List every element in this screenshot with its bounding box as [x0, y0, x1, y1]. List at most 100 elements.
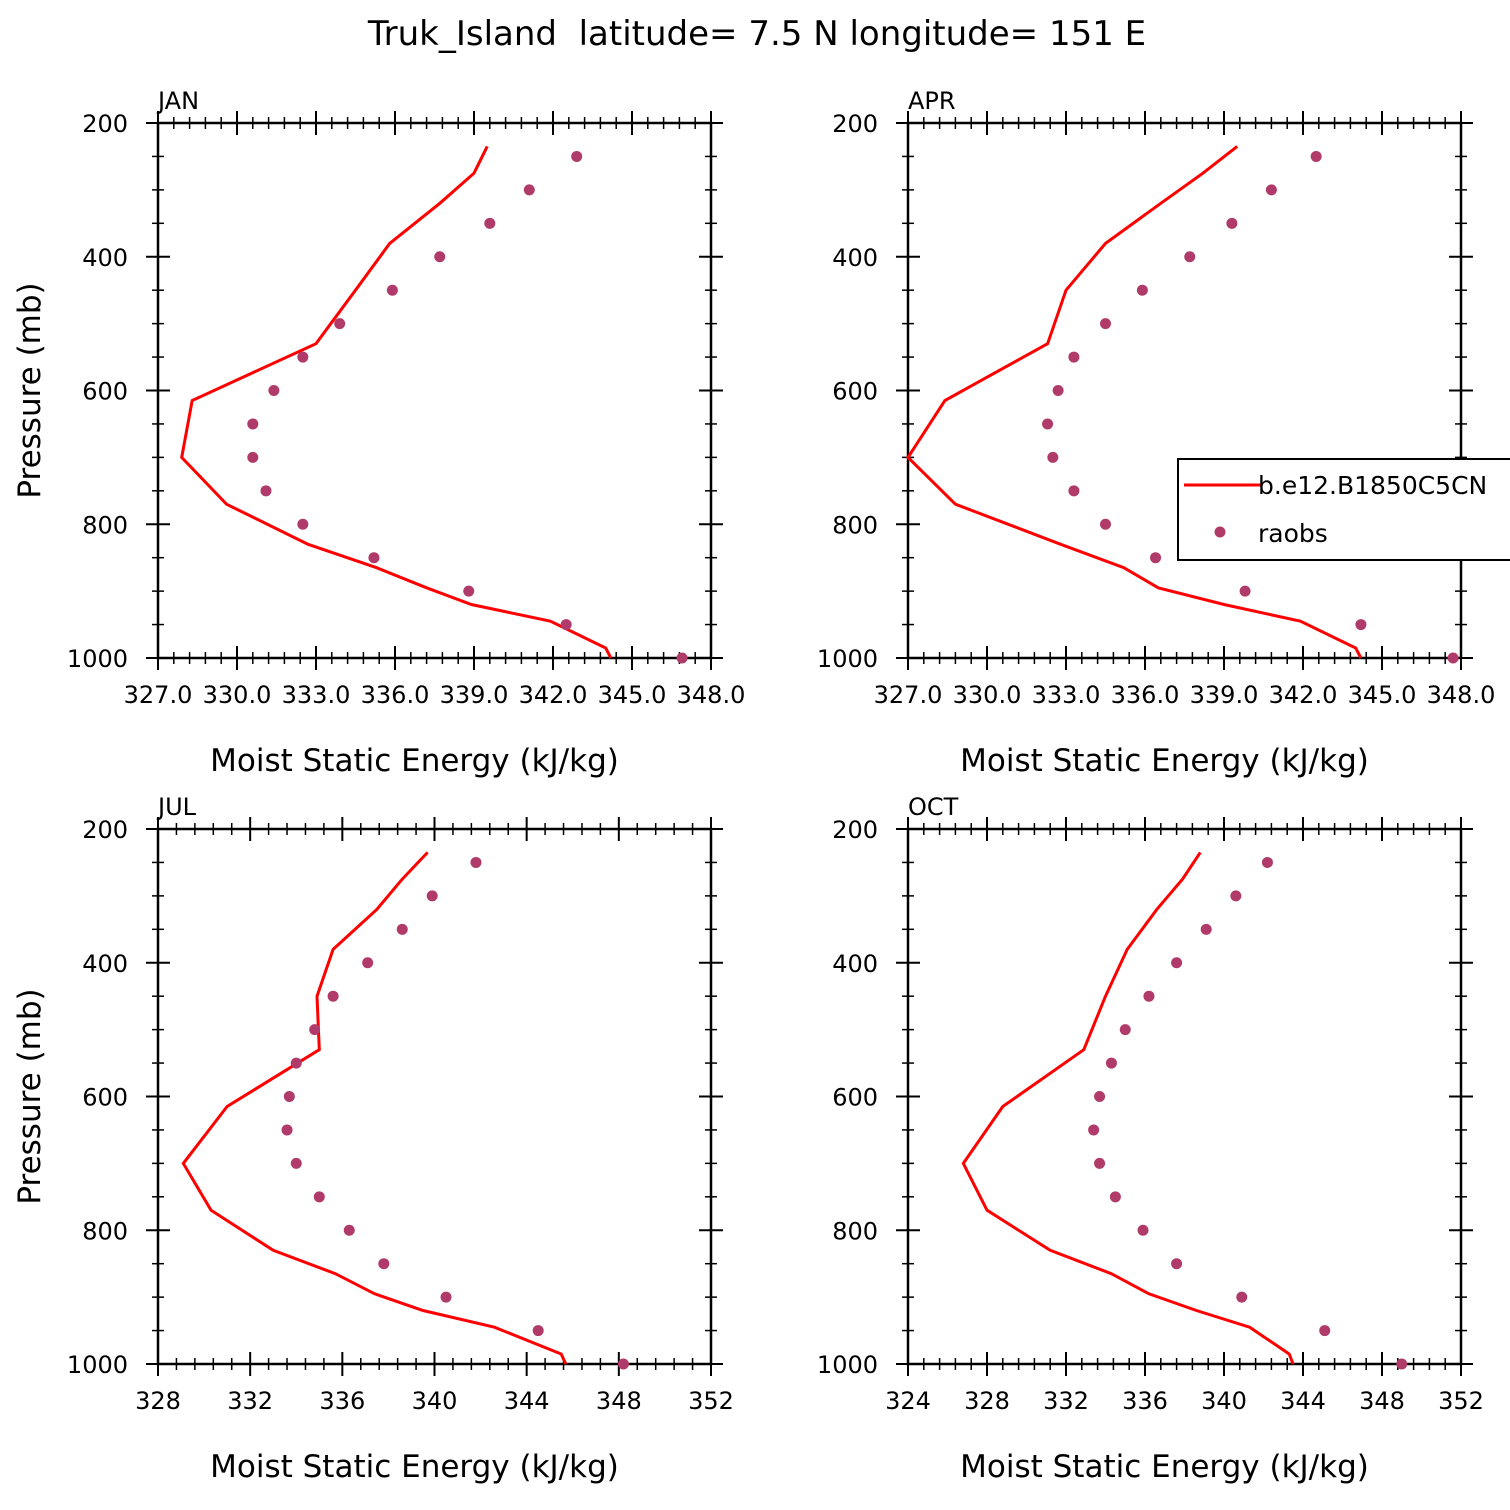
raobs-point	[260, 485, 272, 497]
raobs-point	[281, 1124, 293, 1136]
raobs-point	[1052, 385, 1064, 396]
raobs-point	[676, 652, 688, 664]
y-tick-label: 1000	[817, 645, 878, 673]
raobs-point	[396, 923, 408, 935]
x-tick-label: 333.0	[1032, 681, 1101, 709]
x-tick-label: 344	[504, 1387, 550, 1415]
raobs-point	[1119, 1024, 1131, 1036]
x-tick-label: 330.0	[953, 681, 1022, 709]
raobs-point	[368, 552, 380, 564]
raobs-point	[1047, 451, 1059, 463]
raobs-point	[1105, 1057, 1117, 1069]
x-tick-label: 340	[412, 1387, 458, 1415]
raobs-point	[1088, 1124, 1100, 1136]
raobs-point	[1136, 284, 1148, 296]
y-tick-label: 400	[82, 244, 128, 272]
x-tick-label: 342.0	[519, 681, 588, 709]
raobs-point	[426, 890, 438, 902]
raobs-point	[297, 351, 309, 363]
raobs-point	[313, 1191, 325, 1203]
y-tick-label: 1000	[817, 1351, 878, 1379]
y-tick-label: 800	[832, 511, 878, 539]
x-tick-label: 336	[1122, 1387, 1168, 1415]
y-tick-label: 800	[82, 1217, 128, 1245]
raobs-point	[297, 518, 309, 530]
y-tick-label: 1000	[67, 1351, 128, 1379]
raobs-point	[1068, 485, 1080, 497]
y-tick-label: 400	[832, 244, 878, 272]
x-tick-label: 339.0	[1190, 681, 1259, 709]
x-tick-label: 342.0	[1269, 681, 1338, 709]
raobs-point	[1094, 1157, 1106, 1169]
y-tick-label: 200	[82, 816, 128, 844]
raobs-point	[1137, 1224, 1149, 1236]
y-tick-label: 200	[832, 110, 878, 138]
x-tick-label: 332	[227, 1387, 273, 1415]
x-tick-label: 327.0	[874, 681, 943, 709]
raobs-point	[1100, 318, 1111, 330]
model-series-line	[180, 145, 613, 659]
raobs-point	[617, 1358, 629, 1370]
y-axis-label: Pressure (mb)	[12, 988, 48, 1204]
x-axis-label: Moist Static Energy (kJ/kg)	[210, 1449, 619, 1485]
raobs-point	[523, 184, 535, 196]
y-tick-label: 600	[832, 378, 878, 406]
raobs-point	[1265, 184, 1277, 196]
raobs-point	[1319, 1325, 1331, 1337]
y-tick-label: 600	[82, 1084, 128, 1112]
raobs-point	[362, 957, 374, 969]
legend-label-raobs: raobs	[1258, 519, 1328, 548]
legend-label-model: b.e12.B1850C5CN	[1258, 471, 1487, 500]
plot-frame	[156, 121, 713, 660]
raobs-point	[1100, 518, 1111, 530]
raobs-point	[290, 1157, 302, 1169]
raobs-point	[247, 418, 259, 430]
raobs-point	[343, 1224, 355, 1236]
x-axis-label: Moist Static Energy (kJ/kg)	[960, 743, 1369, 779]
raobs-point	[470, 856, 482, 868]
panel-title: APR	[908, 87, 956, 115]
y-tick-label: 800	[832, 1217, 878, 1245]
x-tick-label: 348	[1359, 1387, 1405, 1415]
raobs-point	[1143, 990, 1155, 1002]
raobs-point	[532, 1325, 544, 1337]
x-tick-label: 336	[319, 1387, 365, 1415]
model-series-line	[181, 851, 568, 1365]
x-axis-label: Moist Static Energy (kJ/kg)	[960, 1449, 1369, 1485]
x-tick-label: 340	[1201, 1387, 1247, 1415]
x-tick-label: 330.0	[203, 681, 272, 709]
plot-frame	[906, 121, 1463, 660]
raobs-point	[1447, 652, 1459, 664]
raobs-point	[1094, 1091, 1106, 1102]
raobs-point	[1396, 1358, 1408, 1370]
raobs-point	[386, 284, 398, 296]
raobs-point	[1068, 351, 1080, 363]
x-tick-label: 327.0	[124, 681, 193, 709]
figure-title: Truk_Island latitude= 7.5 N longitude= 1…	[367, 14, 1146, 54]
x-tick-label: 339.0	[440, 681, 509, 709]
raobs-point	[290, 1057, 302, 1069]
raobs-point	[1236, 1291, 1248, 1303]
raobs-point	[571, 150, 583, 162]
y-tick-label: 800	[82, 511, 128, 539]
x-tick-label: 336.0	[1111, 681, 1180, 709]
x-tick-label: 345.0	[598, 681, 667, 709]
raobs-point	[1042, 418, 1054, 430]
raobs-point	[560, 619, 572, 631]
x-tick-label: 348.0	[677, 681, 746, 709]
raobs-point	[1171, 957, 1183, 969]
x-tick-label: 352	[688, 1387, 734, 1415]
raobs-point	[1226, 217, 1238, 229]
raobs-point	[1239, 585, 1251, 597]
y-tick-label: 200	[832, 816, 878, 844]
raobs-point	[463, 585, 475, 597]
raobs-point	[327, 990, 339, 1002]
x-tick-label: 324	[885, 1387, 931, 1415]
raobs-point	[1150, 552, 1162, 564]
y-tick-label: 400	[832, 950, 878, 978]
chart-panel-jul: 328 332 336 340 344 348 352 200 400 600 800 1000 JUL…	[12, 793, 734, 1485]
raobs-point	[484, 217, 496, 229]
raobs-point	[1230, 890, 1242, 902]
x-tick-label: 328	[964, 1387, 1010, 1415]
